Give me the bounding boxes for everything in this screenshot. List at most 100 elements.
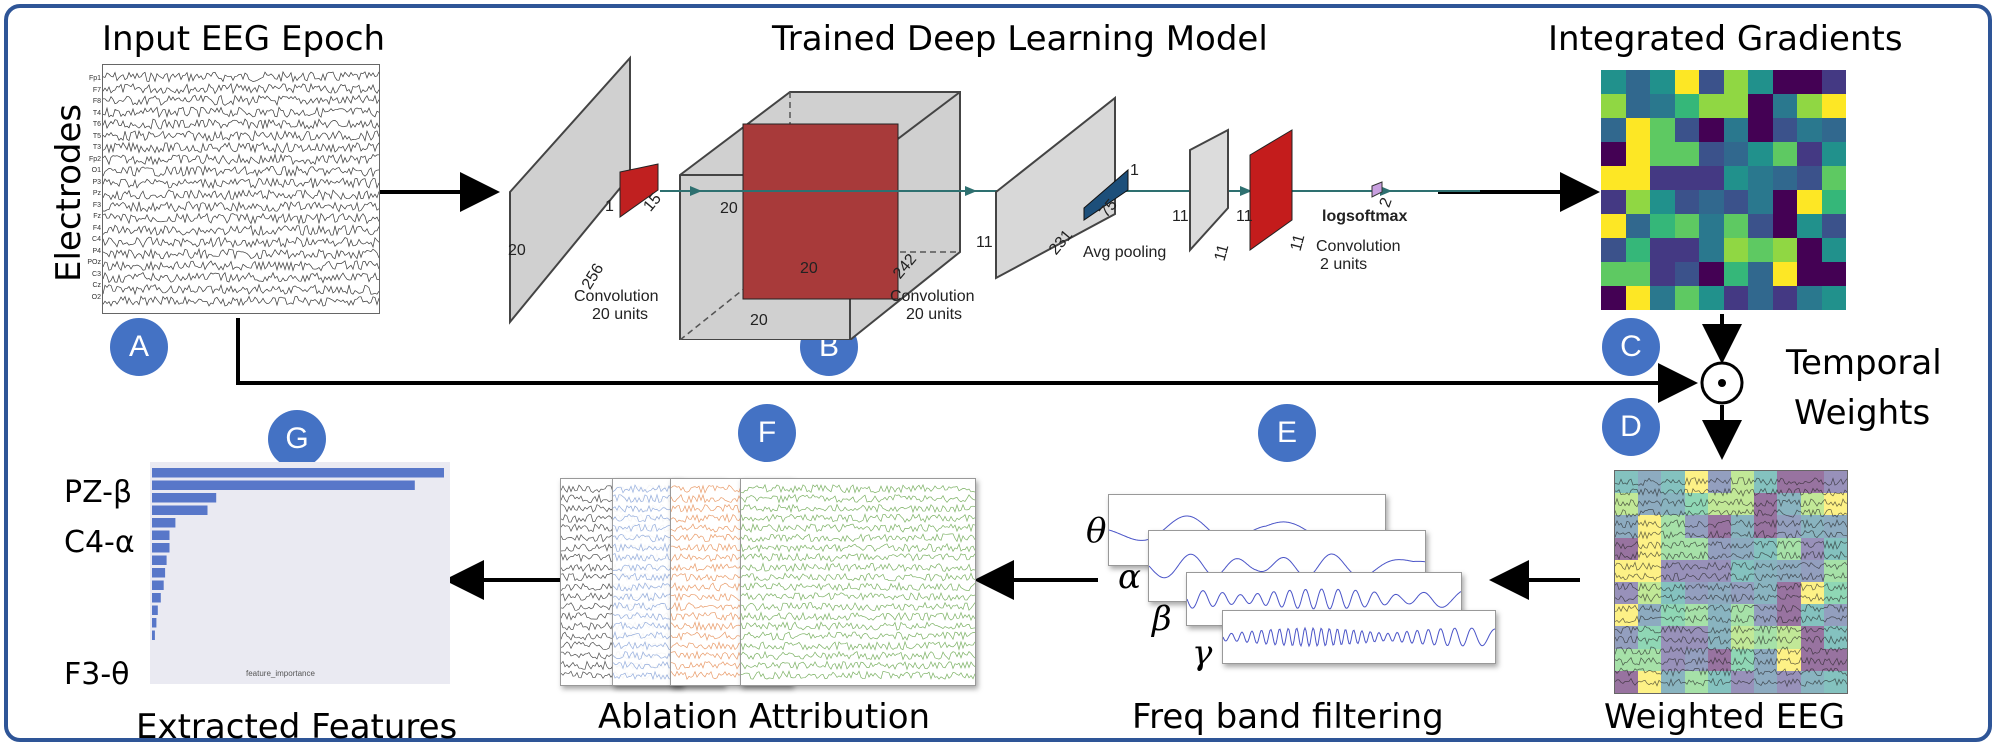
weighted-cell <box>1731 604 1755 627</box>
heatmap-cell <box>1674 286 1699 310</box>
output-units <box>1371 181 1383 198</box>
heatmap-cell <box>1723 94 1748 118</box>
feature-bar <box>152 493 217 503</box>
electrode-label: F4 <box>92 224 101 232</box>
heatmap-cell <box>1797 214 1822 238</box>
heatmap-cell <box>1821 118 1846 142</box>
weighted-cell <box>1661 537 1685 560</box>
heatmap-cell <box>1821 142 1846 166</box>
weighted-cell <box>1661 515 1685 538</box>
feature-bar <box>152 518 176 528</box>
electrode-label: C4 <box>92 236 101 243</box>
heatmap-cell <box>1625 262 1650 286</box>
heatmap-cell <box>1797 70 1822 94</box>
heatmap-cell <box>1674 190 1699 214</box>
figure-frame <box>4 4 1992 742</box>
pooling-kernel <box>1083 168 1129 221</box>
badge-c: C <box>1602 318 1660 376</box>
heatmap-cell <box>1772 118 1797 142</box>
heatmap-cell <box>1625 118 1650 142</box>
electrode-label: Fp2 <box>88 155 101 163</box>
weighted-cell <box>1615 493 1639 516</box>
ablation-attribution-title: Ablation Attribution <box>598 697 931 737</box>
weighted-eeg-title: Weighted EEG <box>1604 697 1846 737</box>
dim-label-20a: 20 <box>508 242 526 259</box>
ablation-panel-green <box>740 478 976 686</box>
theta-label: θ <box>1086 511 1107 551</box>
feature-bars <box>152 468 444 640</box>
conv3-kernel <box>1249 129 1293 251</box>
heatmap-cell <box>1601 70 1626 94</box>
heatmap-cell <box>1748 70 1773 94</box>
weighted-cell <box>1800 582 1824 605</box>
eeg-electrode-labels: Fp1 F7 F8 T4 T6 T5 T3 Fp2 O1 P3 Pz F3 Fz F4 C4 P4 POz C3 C… <box>81 73 101 303</box>
conv2-caption-line1: Convolution <box>890 288 975 305</box>
heatmap-cell <box>1650 118 1675 142</box>
weighted-cell <box>1615 626 1639 649</box>
heatmap-cell <box>1723 118 1748 142</box>
heatmap-cell <box>1601 142 1626 166</box>
weighted-cell <box>1707 471 1731 494</box>
electrode-label: P4 <box>92 247 101 255</box>
weighted-cell <box>1707 604 1731 627</box>
heatmap-cell <box>1674 94 1699 118</box>
heatmap-cell <box>1748 118 1773 142</box>
heatmap-cell <box>1748 190 1773 214</box>
heatmap-cell <box>1699 190 1724 214</box>
heatmap-cell <box>1772 190 1797 214</box>
heatmap-cell <box>1674 118 1699 142</box>
heatmap-cell <box>1650 142 1675 166</box>
electrode-label: F7 <box>92 86 101 94</box>
feature-bar <box>152 605 158 615</box>
heatmap-cell <box>1699 262 1724 286</box>
feature-bar <box>152 568 166 578</box>
heatmap-cell <box>1601 118 1626 142</box>
weighted-cell <box>1615 471 1639 494</box>
integrated-gradients-title: Integrated Gradients <box>1548 19 1903 59</box>
conv2-output-slab <box>995 95 1116 280</box>
weighted-eeg-plot <box>1614 470 1848 694</box>
weighted-cell <box>1684 604 1708 627</box>
electrode-label: Fp1 <box>88 75 101 82</box>
heatmap-cell <box>1797 286 1822 310</box>
weighted-cell <box>1754 582 1778 605</box>
heatmap-cell <box>1650 94 1675 118</box>
weighted-cell <box>1707 493 1731 516</box>
weighted-cell <box>1800 626 1824 649</box>
badge-f: F <box>738 404 796 462</box>
heatmap-cell <box>1748 214 1773 238</box>
conv2-caption-line2: 20 units <box>906 306 963 323</box>
feature-bar <box>152 580 164 590</box>
heatmap-cell <box>1650 166 1675 190</box>
badge-g: G <box>268 410 326 468</box>
weighted-cell <box>1800 670 1824 693</box>
heatmap-cell <box>1674 70 1699 94</box>
heatmap-cell <box>1797 262 1822 286</box>
input-eeg-title: Input EEG Epoch <box>102 19 386 59</box>
heatmap-cell <box>1797 166 1822 190</box>
feature-label-f3-theta: F3-θ <box>64 657 130 692</box>
heatmap-cell <box>1772 238 1797 262</box>
weighted-cell <box>1777 582 1801 605</box>
heatmap-cell <box>1650 286 1675 310</box>
weighted-cell <box>1661 471 1685 494</box>
feature-bar <box>152 630 155 640</box>
heatmap-cell <box>1699 214 1724 238</box>
electrode-label: O2 <box>91 293 101 301</box>
weighted-cell <box>1731 537 1755 560</box>
heatmap-cell <box>1821 286 1846 310</box>
weighted-cell <box>1638 626 1662 649</box>
feature-importance-chart: feature_importance <box>150 462 450 684</box>
weighted-cell <box>1754 515 1778 538</box>
heatmap-cell <box>1772 166 1797 190</box>
electrode-label: T6 <box>92 121 101 128</box>
heatmap-cell <box>1797 142 1822 166</box>
heatmap-cell <box>1699 166 1724 190</box>
feature-bar <box>152 555 167 565</box>
electrode-label: T3 <box>92 144 101 151</box>
electrode-label: F8 <box>92 98 101 105</box>
weighted-cell <box>1731 493 1755 516</box>
heatmap-cell <box>1797 94 1822 118</box>
extracted-features-title: Extracted Features <box>136 707 458 747</box>
heatmap-cell <box>1723 262 1748 286</box>
